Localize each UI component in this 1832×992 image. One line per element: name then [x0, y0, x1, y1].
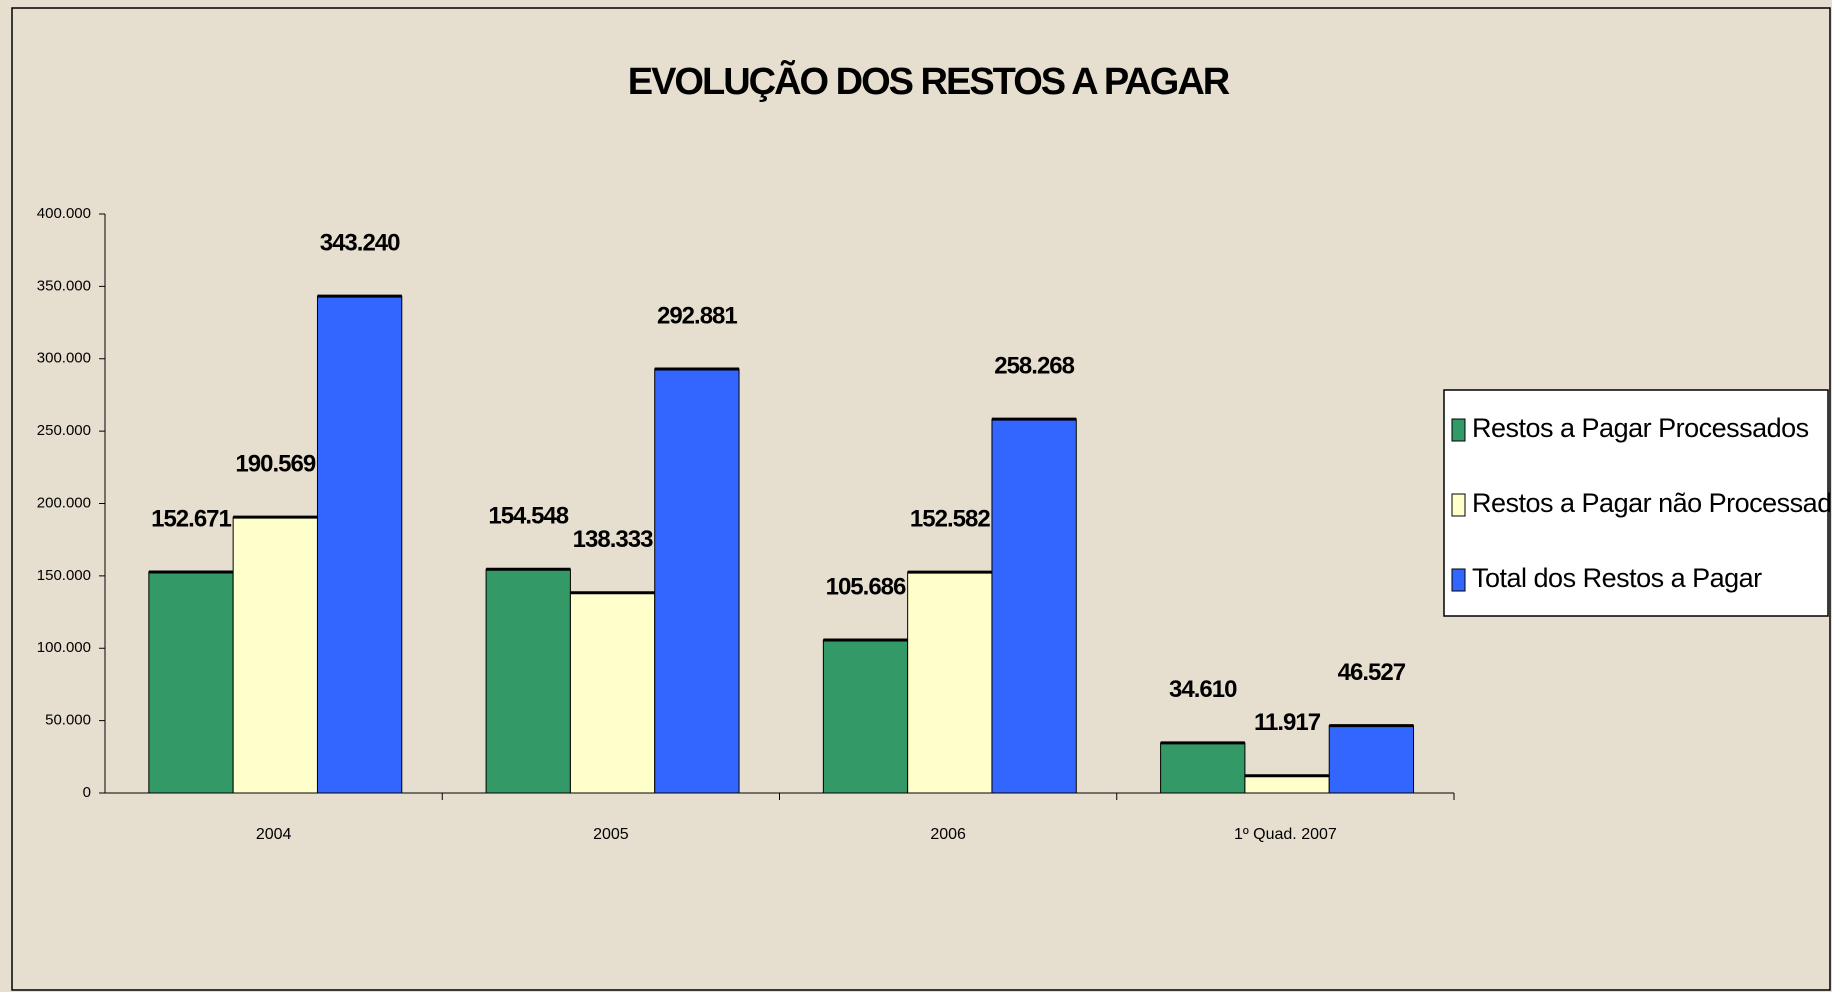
bar [316, 295, 403, 794]
y-tick-label: 350.000 [37, 277, 91, 294]
chart-title: EVOLUÇÃO DOS RESTOS A PAGAR [628, 59, 1230, 103]
data-label: 11.917 [1254, 709, 1321, 736]
x-tick-label: 1º Quad. 2007 [1234, 826, 1337, 843]
y-tick-label: 50.000 [45, 712, 91, 729]
y-tick-label: 200.000 [37, 494, 91, 511]
data-label: 152.582 [910, 505, 990, 532]
bar [822, 639, 909, 794]
bar [1160, 742, 1246, 794]
legend-swatch [1451, 418, 1466, 442]
legend-swatch [1451, 493, 1466, 517]
bar [148, 571, 234, 794]
data-label: 258.268 [994, 353, 1074, 380]
bar [1244, 775, 1330, 794]
data-label: 46.527 [1338, 659, 1406, 686]
x-tick-label: 2005 [593, 826, 629, 843]
data-label: 292.881 [657, 302, 737, 329]
legend-swatch [1451, 568, 1466, 592]
legend-label: Restos a Pagar não Processados [1472, 488, 1832, 518]
bar [485, 568, 571, 794]
y-tick-label: 250.000 [37, 422, 91, 439]
y-tick-label: 300.000 [37, 350, 91, 367]
y-tick-label: 150.000 [37, 567, 91, 584]
bar [907, 571, 993, 794]
bar [569, 592, 656, 794]
data-label: 138.333 [573, 526, 653, 553]
y-tick-label: 400.000 [37, 205, 91, 222]
data-label: 34.610 [1169, 676, 1237, 703]
data-label: 152.671 [151, 505, 231, 532]
legend [1443, 389, 1829, 617]
legend-label: Restos a Pagar Processados [1472, 413, 1809, 443]
bar [1328, 725, 1415, 794]
y-tick-label: 0 [83, 784, 91, 801]
data-label: 154.548 [488, 503, 568, 530]
x-tick-label: 2006 [930, 826, 966, 843]
data-label: 105.686 [826, 573, 906, 600]
data-label: 190.569 [235, 450, 315, 477]
bar [991, 418, 1077, 794]
bar [232, 516, 318, 794]
data-label: 343.240 [320, 230, 400, 257]
legend-label: Total dos Restos a Pagar [1472, 563, 1762, 593]
bar [654, 368, 740, 794]
y-tick-label: 100.000 [37, 639, 91, 656]
x-tick-label: 2004 [256, 826, 292, 843]
